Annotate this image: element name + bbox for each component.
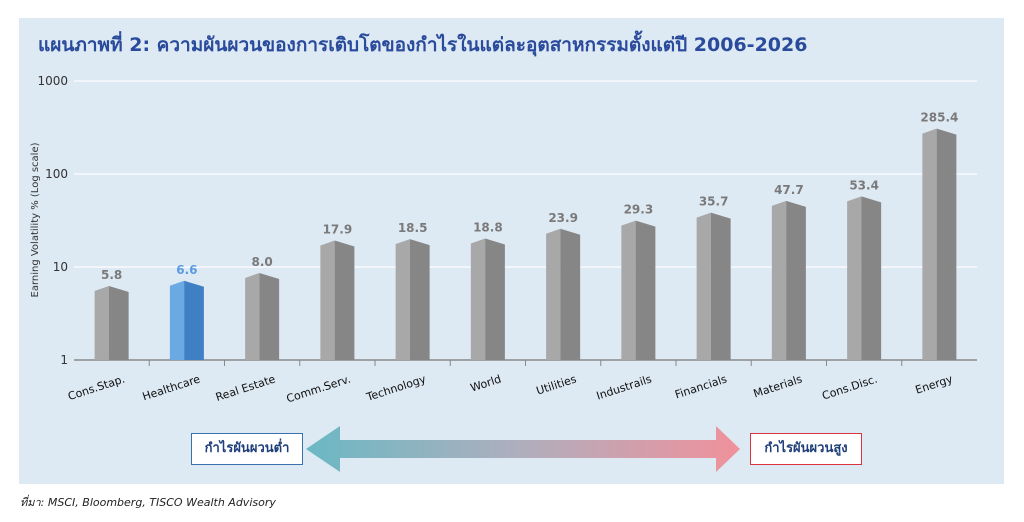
x-tick-label: Cons.Disc. <box>820 372 879 402</box>
bar-face <box>395 239 410 360</box>
value-label: 285.4 <box>920 111 958 125</box>
bar-healthcare <box>169 280 204 360</box>
bar-side <box>184 280 204 360</box>
bars <box>94 128 957 360</box>
bar-side <box>485 238 505 360</box>
bar-technology <box>395 239 430 360</box>
bar-face <box>320 240 335 360</box>
value-label: 29.3 <box>624 203 654 217</box>
bar-cons-disc- <box>847 196 882 360</box>
x-tick-label: World <box>469 372 503 394</box>
value-label: 18.8 <box>473 221 503 235</box>
bar-face <box>94 286 109 360</box>
x-tick-label: Technology <box>364 372 428 404</box>
chart-title: แผนภาพที่ 2: ความผันผวนของการเติบโตของกำ… <box>38 34 808 56</box>
bar-face <box>621 220 636 360</box>
bar-materials <box>771 200 806 360</box>
volatility-arrow <box>306 426 740 472</box>
x-tick-label: Healthcare <box>141 372 202 403</box>
bar-face <box>546 228 561 360</box>
bar-utilities <box>546 228 581 360</box>
bar-side <box>936 128 957 360</box>
y-tick-label: 10 <box>53 260 68 274</box>
bar-face <box>470 238 486 360</box>
bar-financials <box>696 212 731 360</box>
x-tick-label: Industrails <box>595 372 654 402</box>
bar-face <box>169 280 185 360</box>
bar-face <box>771 200 787 360</box>
bar-face <box>696 212 711 360</box>
bar-real-estate <box>245 273 280 360</box>
value-label: 17.9 <box>323 222 353 236</box>
bar-comm-serv- <box>320 240 355 360</box>
bar-side <box>259 273 280 360</box>
bar-industrails <box>621 220 656 360</box>
value-label: 5.8 <box>101 268 122 282</box>
bar-world <box>470 238 505 360</box>
chart-panel <box>19 18 1004 484</box>
value-label: 18.5 <box>398 221 428 235</box>
value-label: 23.9 <box>548 211 578 225</box>
x-tick-label: Materials <box>752 372 804 400</box>
bar-side <box>861 196 882 360</box>
bar-side <box>334 240 355 360</box>
value-label: 35.7 <box>699 195 729 209</box>
bar-side <box>786 200 806 360</box>
value-label: 53.4 <box>849 178 879 192</box>
x-tick-label: Utilities <box>535 372 579 397</box>
value-label: 47.7 <box>774 183 804 197</box>
gridlines <box>74 80 977 268</box>
bar-face <box>847 196 862 360</box>
y-tick-label: 100 <box>45 167 68 181</box>
bar-side <box>635 220 656 360</box>
x-tick-label: Energy <box>914 372 955 396</box>
y-tick-label: 1 <box>60 353 68 367</box>
y-tick-label: 1000 <box>37 74 68 88</box>
axes <box>74 359 977 366</box>
bar-face <box>922 128 937 360</box>
bar-side <box>409 239 430 360</box>
bar-side <box>560 228 581 360</box>
x-tick-label: Financials <box>673 372 729 401</box>
x-tick-label: Cons.Stap. <box>66 372 126 403</box>
value-label: 8.0 <box>251 255 272 269</box>
source-note: ที่มา: MSCI, Bloomberg, TISCO Wealth Adv… <box>20 496 276 509</box>
x-tick-label: Real Estate <box>214 372 277 404</box>
low-volatility-label: กำไรผันผวนต่ำ <box>191 433 303 465</box>
bar-side <box>710 212 731 360</box>
x-tick-label: Comm.Serv. <box>285 372 353 405</box>
bar-cons-stap- <box>94 286 129 360</box>
bar-energy <box>922 128 957 360</box>
bar-face <box>245 273 260 360</box>
bar-side <box>108 286 129 360</box>
y-axis-label: Earning Volatility % (Log scale) <box>30 142 41 297</box>
high-volatility-label: กำไรผันผวนสูง <box>750 433 862 465</box>
value-label: 6.6 <box>176 263 197 277</box>
